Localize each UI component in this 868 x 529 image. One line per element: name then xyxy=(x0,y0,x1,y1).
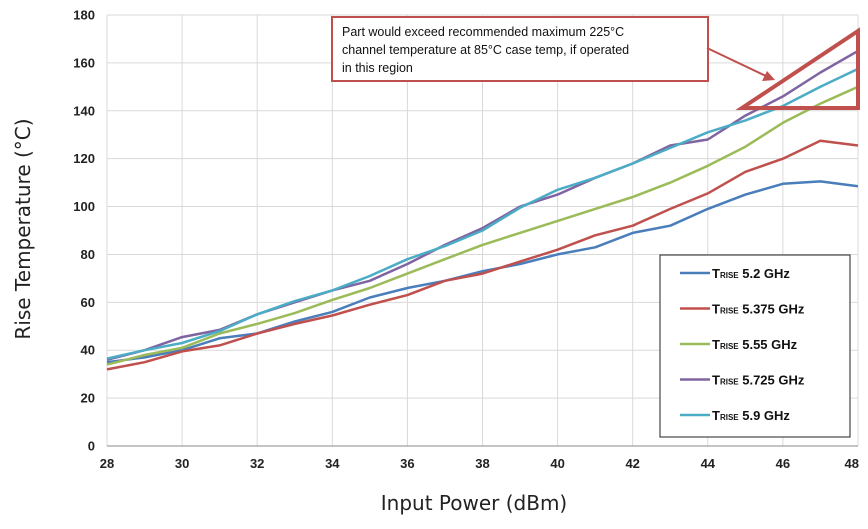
x-tick-label: 30 xyxy=(175,456,189,471)
series-line-3 xyxy=(106,85,859,366)
y-tick-label: 0 xyxy=(88,439,95,454)
y-tick-label: 60 xyxy=(81,295,95,310)
y-axis-title: Rise Temperature (°C) xyxy=(11,118,35,339)
y-tick-label: 120 xyxy=(73,151,95,166)
legend-label-subscript: RISE xyxy=(720,378,739,387)
legend-label-rest: 5.2 GHz xyxy=(739,266,791,281)
x-axis-title: Input Power (dBm) xyxy=(381,491,567,515)
legend-label-main: T xyxy=(712,408,720,423)
series-line-2 xyxy=(106,139,859,371)
series-lines xyxy=(106,49,859,371)
legend-label-rest: 5.9 GHz xyxy=(739,408,791,423)
y-tick-label: 180 xyxy=(73,8,95,23)
x-tick-label: 36 xyxy=(400,456,414,471)
exceed-region-triangle xyxy=(735,27,860,110)
x-axis-ticks: 28 30 32 34 36 38 40 42 44 46 48 xyxy=(100,456,859,471)
legend-label-2: TRISE 5.375 GHz xyxy=(712,302,805,317)
series-line-5 xyxy=(106,67,859,360)
legend-label-3: TRISE 5.55 GHz xyxy=(712,337,798,352)
y-tick-label: 160 xyxy=(73,55,95,70)
annotation-line-3: in this region xyxy=(342,61,413,75)
annotation: Part would exceed recommended maximum 22… xyxy=(331,16,860,110)
y-tick-label: 40 xyxy=(81,343,95,358)
y-tick-label: 20 xyxy=(81,391,95,406)
x-tick-label: 32 xyxy=(250,456,264,471)
annotation-line-2: channel temperature at 85°C case temp, i… xyxy=(342,43,629,57)
annotation-line-1: Part would exceed recommended maximum 22… xyxy=(342,25,624,39)
annotation-arrowhead xyxy=(762,71,775,81)
legend-label-subscript: RISE xyxy=(720,342,739,351)
legend-label-rest: 5.725 GHz xyxy=(739,373,805,388)
legend-label-rest: 5.55 GHz xyxy=(739,337,798,352)
legend-box xyxy=(659,254,851,438)
annotation-arrow xyxy=(706,47,769,78)
x-tick-label: 38 xyxy=(475,456,489,471)
y-tick-label: 140 xyxy=(73,103,95,118)
legend-label-1: TRISE 5.2 GHz xyxy=(712,266,790,281)
y-tick-label: 80 xyxy=(81,247,95,262)
x-tick-label: 46 xyxy=(776,456,790,471)
legend-label-main: T xyxy=(712,266,720,281)
legend-label-4: TRISE 5.725 GHz xyxy=(712,373,805,388)
x-tick-label: 28 xyxy=(100,456,114,471)
legend-label-subscript: RISE xyxy=(720,413,739,422)
legend-label-main: T xyxy=(712,337,720,352)
legend-label-main: T xyxy=(712,302,720,317)
legend-label-rest: 5.375 GHz xyxy=(739,302,805,317)
grid-lines xyxy=(106,14,859,446)
x-tick-label: 42 xyxy=(625,456,639,471)
y-axis-ticks: 0 20 40 60 80 100 120 140 160 180 xyxy=(73,8,95,454)
x-tick-label: 48 xyxy=(845,456,859,471)
legend-label-subscript: RISE xyxy=(720,307,739,316)
legend-label-5: TRISE 5.9 GHz xyxy=(712,408,790,423)
x-tick-label: 44 xyxy=(701,456,716,471)
legend-label-main: T xyxy=(712,373,720,388)
x-tick-label: 40 xyxy=(550,456,564,471)
y-tick-label: 100 xyxy=(73,199,95,214)
series-line-1 xyxy=(106,180,859,364)
x-tick-label: 34 xyxy=(325,456,340,471)
legend-label-subscript: RISE xyxy=(720,271,739,280)
